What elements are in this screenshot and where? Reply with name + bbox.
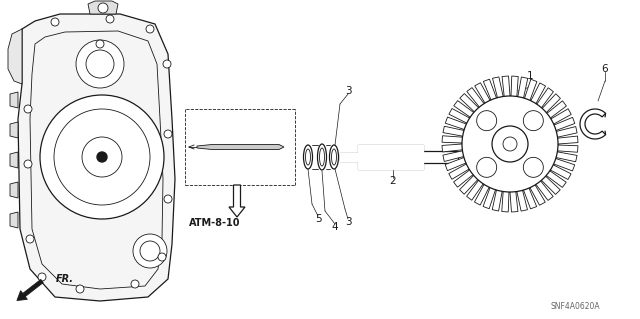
Polygon shape bbox=[88, 1, 118, 14]
Circle shape bbox=[51, 18, 59, 26]
Circle shape bbox=[97, 152, 107, 162]
Circle shape bbox=[477, 111, 497, 131]
FancyArrow shape bbox=[17, 279, 44, 300]
Text: ATM-8-10: ATM-8-10 bbox=[189, 218, 241, 228]
Polygon shape bbox=[10, 212, 18, 228]
Circle shape bbox=[98, 3, 108, 13]
Circle shape bbox=[524, 157, 543, 177]
Polygon shape bbox=[580, 109, 605, 139]
Polygon shape bbox=[197, 145, 284, 150]
Circle shape bbox=[106, 15, 114, 23]
Text: SNF4A0620A: SNF4A0620A bbox=[550, 302, 600, 311]
Circle shape bbox=[24, 160, 32, 168]
Text: 2: 2 bbox=[390, 176, 396, 186]
Circle shape bbox=[524, 111, 543, 131]
Circle shape bbox=[146, 25, 154, 33]
Circle shape bbox=[76, 40, 124, 88]
Polygon shape bbox=[10, 182, 18, 198]
Text: 3: 3 bbox=[345, 217, 351, 227]
Polygon shape bbox=[18, 14, 175, 301]
FancyArrow shape bbox=[229, 185, 245, 217]
Circle shape bbox=[163, 60, 171, 68]
Circle shape bbox=[82, 137, 122, 177]
Text: 4: 4 bbox=[332, 222, 339, 232]
Circle shape bbox=[133, 234, 167, 268]
Polygon shape bbox=[10, 122, 18, 138]
Ellipse shape bbox=[330, 145, 339, 169]
Text: 6: 6 bbox=[602, 64, 608, 74]
Polygon shape bbox=[8, 29, 22, 84]
Circle shape bbox=[40, 95, 164, 219]
Circle shape bbox=[24, 105, 32, 113]
Circle shape bbox=[26, 235, 34, 243]
Circle shape bbox=[477, 157, 497, 177]
Circle shape bbox=[462, 96, 558, 192]
Circle shape bbox=[158, 253, 166, 261]
Polygon shape bbox=[10, 152, 18, 168]
Polygon shape bbox=[10, 92, 18, 108]
Text: 3: 3 bbox=[345, 86, 351, 96]
Polygon shape bbox=[442, 76, 578, 212]
Circle shape bbox=[503, 137, 517, 151]
Circle shape bbox=[96, 40, 104, 48]
Text: 1: 1 bbox=[527, 71, 533, 81]
Circle shape bbox=[131, 280, 139, 288]
Ellipse shape bbox=[317, 144, 326, 170]
Ellipse shape bbox=[303, 145, 312, 169]
Circle shape bbox=[164, 195, 172, 203]
Text: 5: 5 bbox=[315, 214, 321, 224]
Circle shape bbox=[164, 130, 172, 138]
Circle shape bbox=[492, 126, 528, 162]
Circle shape bbox=[76, 285, 84, 293]
Text: FR.: FR. bbox=[56, 274, 74, 284]
Circle shape bbox=[38, 273, 46, 281]
